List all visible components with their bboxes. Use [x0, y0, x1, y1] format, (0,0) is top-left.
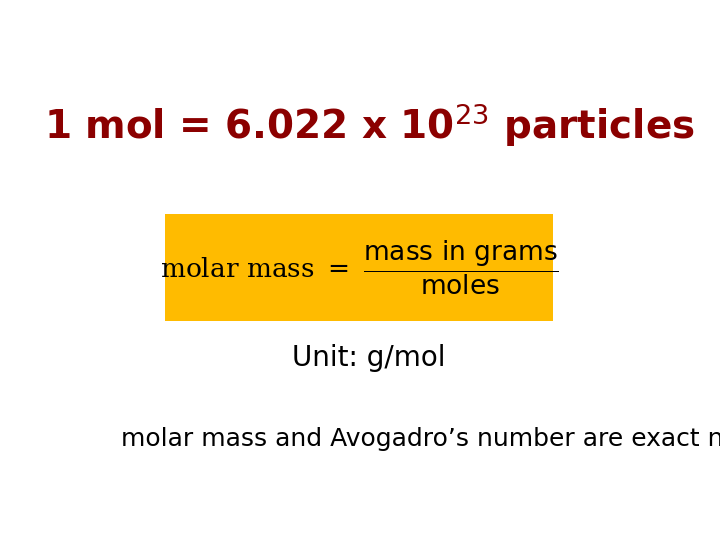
FancyBboxPatch shape: [166, 214, 553, 321]
Text: Unit: g/mol: Unit: g/mol: [292, 344, 446, 372]
Text: molar mass $=\ \dfrac{\mathrm{mass\ in\ grams}}{\mathrm{moles}}$: molar mass $=\ \dfrac{\mathrm{mass\ in\ …: [160, 238, 559, 296]
Text: molar mass and Avogadro’s number are exact numbers: molar mass and Avogadro’s number are exa…: [121, 427, 720, 451]
Text: 1 mol = 6.022 x 10$^{23}$ particles: 1 mol = 6.022 x 10$^{23}$ particles: [44, 101, 694, 149]
